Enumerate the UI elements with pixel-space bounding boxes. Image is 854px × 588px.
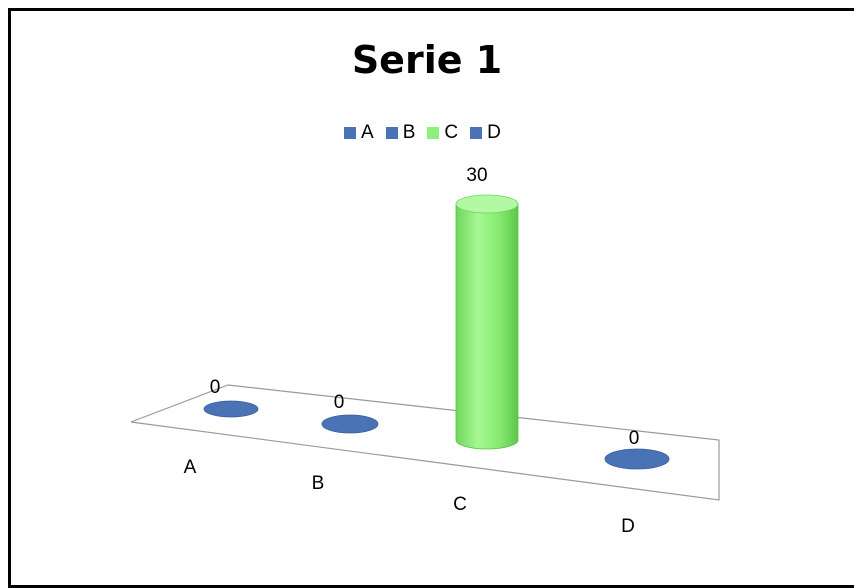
legend-item-d: D xyxy=(470,122,501,144)
chart-plot: 0 A 0 B 30 C 0 D xyxy=(130,165,720,537)
data-label-b: 0 xyxy=(334,392,345,413)
category-label-a: A xyxy=(184,457,197,478)
legend-swatch-d xyxy=(470,127,483,139)
data-label-c: 30 xyxy=(466,165,487,186)
bar-b xyxy=(321,414,379,434)
legend-item-a: A xyxy=(344,122,374,144)
legend-swatch-c xyxy=(427,127,440,139)
legend-label-d: D xyxy=(487,122,501,143)
bar-d xyxy=(604,448,670,470)
bar-c xyxy=(455,203,519,450)
legend-swatch-b xyxy=(385,127,398,139)
legend-swatch-a xyxy=(344,127,356,139)
chart-legend: A B C D xyxy=(344,122,501,144)
category-label-b: B xyxy=(312,473,325,494)
legend-label-b: B xyxy=(402,122,416,143)
data-label-a: 0 xyxy=(210,377,221,398)
category-label-d: D xyxy=(621,516,635,537)
legend-label-c: C xyxy=(444,122,459,143)
category-label-c: C xyxy=(453,494,467,515)
legend-item-c: C xyxy=(427,122,458,144)
chart-title: Serie 1 xyxy=(351,38,503,82)
legend-label-a: A xyxy=(361,122,374,143)
bar-a xyxy=(203,400,259,418)
chart-floor xyxy=(130,384,720,501)
data-label-d: 0 xyxy=(629,428,640,449)
legend-item-b: B xyxy=(385,122,416,144)
bar-top-c xyxy=(455,194,519,214)
